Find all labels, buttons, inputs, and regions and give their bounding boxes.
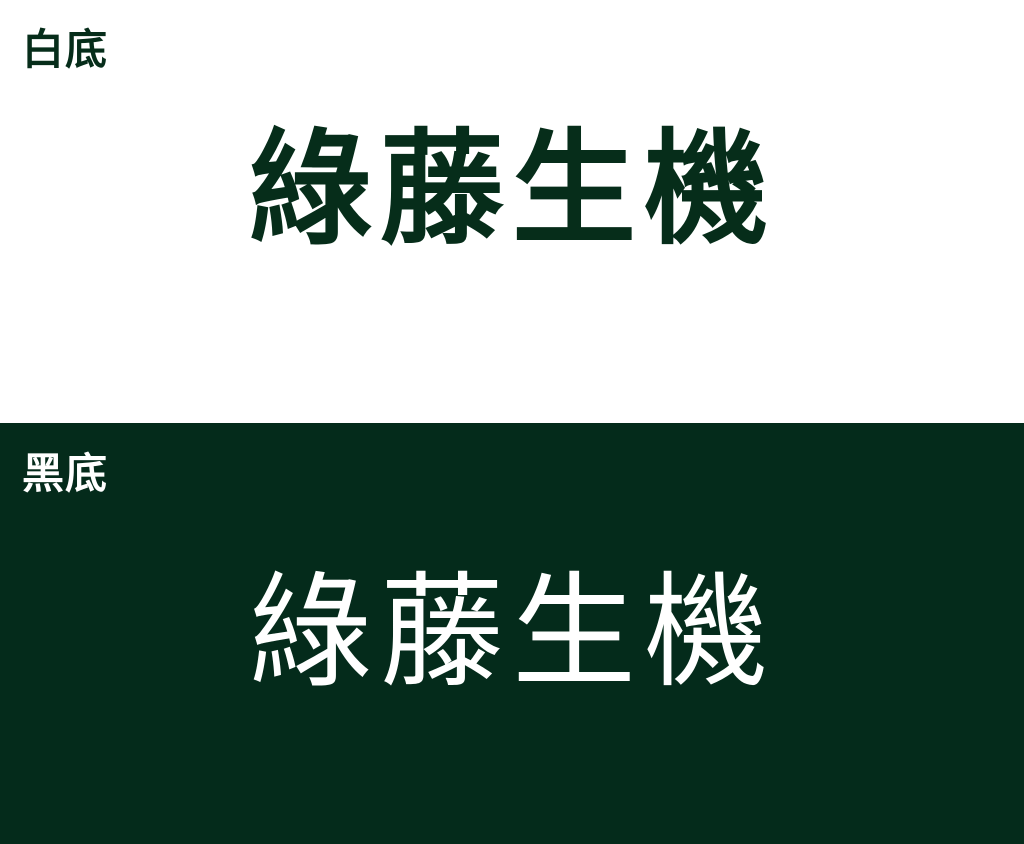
dark-background-label: 黑底 [22, 449, 109, 498]
logo-text-on-dark: 綠藤生機 [247, 561, 776, 705]
dark-background-panel: 黑底 綠藤生機 [0, 423, 1024, 844]
white-background-label: 白底 [22, 25, 109, 74]
white-background-panel: 白底 綠藤生機 [22, 25, 776, 262]
logo-text-on-white: 綠藤生機 [247, 118, 776, 262]
